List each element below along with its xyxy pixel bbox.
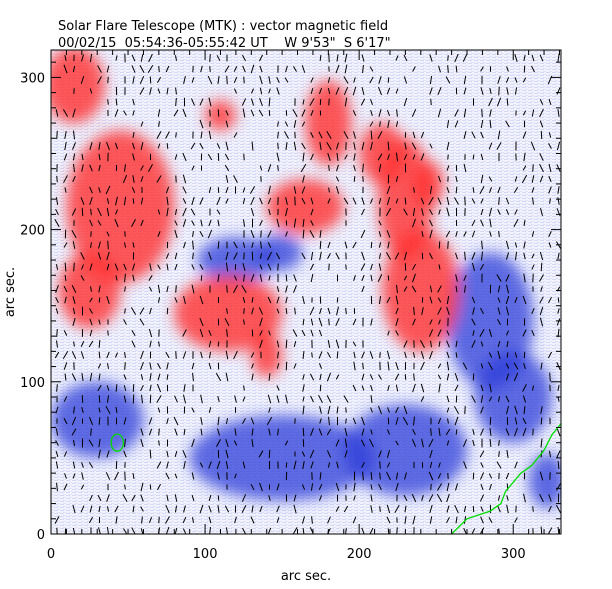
field-vector <box>388 77 389 82</box>
field-vector <box>380 352 381 358</box>
field-vector <box>210 110 211 117</box>
field-vector <box>108 77 109 83</box>
field-vector <box>414 373 415 380</box>
field-vector <box>74 263 75 272</box>
field-vector <box>125 362 126 370</box>
y-tick-label: 200 <box>20 224 45 239</box>
field-vector <box>176 132 177 137</box>
field-vector <box>431 428 432 436</box>
field-vector <box>507 352 508 357</box>
field-vector <box>320 241 321 249</box>
field-vector <box>456 187 457 194</box>
positive-polarity-region <box>359 123 405 184</box>
field-vector <box>99 297 100 302</box>
field-vector <box>82 208 83 216</box>
field-vector <box>550 373 551 382</box>
field-vector <box>380 461 381 468</box>
field-vector <box>541 418 542 425</box>
negative-polarity-region <box>256 234 302 271</box>
y-axis-label: arc sec. <box>3 267 18 317</box>
x-tick-label: 200 <box>347 547 372 562</box>
field-vector <box>99 417 100 425</box>
field-vector <box>456 429 457 434</box>
field-vector <box>329 165 330 171</box>
field-vector <box>99 395 100 402</box>
field-vector <box>57 329 58 337</box>
field-vector <box>312 352 313 357</box>
field-vector <box>286 340 287 349</box>
field-vector <box>150 484 151 489</box>
field-vector <box>533 506 534 512</box>
field-vector <box>499 529 500 534</box>
field-vector <box>541 263 542 271</box>
x-tick-label: 0 <box>47 547 55 562</box>
field-vector <box>380 506 381 512</box>
field-vector <box>371 242 372 248</box>
field-vector <box>448 65 449 73</box>
field-vector <box>244 308 245 314</box>
plot-area <box>43 47 565 535</box>
field-vector <box>448 154 449 159</box>
y-tick-label: 300 <box>20 71 45 86</box>
y-tick-label: 0 <box>37 528 45 543</box>
field-vector <box>320 385 321 391</box>
chart-title: Solar Flare Telescope (MTK) : vector mag… <box>58 19 388 34</box>
field-vector <box>261 230 262 237</box>
field-vector <box>278 165 279 171</box>
field-vector <box>388 528 389 533</box>
field-vector <box>278 263 279 270</box>
y-tick-label: 100 <box>20 376 45 391</box>
field-vector <box>159 66 160 72</box>
field-vector <box>57 131 58 139</box>
field-vector <box>431 99 432 105</box>
field-vector <box>303 428 304 436</box>
field-vector <box>99 340 100 348</box>
field-vector <box>108 330 109 335</box>
field-vector <box>354 176 355 182</box>
field-vector <box>448 241 449 249</box>
field-vector <box>499 451 500 457</box>
field-vector <box>499 197 500 205</box>
field-vector <box>125 308 126 313</box>
field-vector <box>176 285 177 292</box>
positive-polarity-region <box>59 252 121 328</box>
x-tick-label: 100 <box>193 547 218 562</box>
field-vector <box>329 99 330 106</box>
field-vector <box>269 450 270 458</box>
field-vector <box>499 231 500 237</box>
field-vector <box>176 98 177 106</box>
chart-subtitle: 00/02/15 05:54:36-05:55:42 UT W 9'53" S … <box>58 36 391 51</box>
field-vector <box>431 484 432 490</box>
field-vector <box>227 76 228 84</box>
field-vector <box>346 308 347 314</box>
field-vector <box>346 419 347 424</box>
field-vector <box>57 176 58 182</box>
field-vector <box>448 55 449 61</box>
field-vector <box>125 231 126 236</box>
field-vector <box>337 351 338 358</box>
field-vector <box>133 198 134 203</box>
field-vector <box>278 143 279 149</box>
field-vector <box>227 285 228 292</box>
field-vector <box>150 450 151 459</box>
field-vector <box>286 275 287 282</box>
x-tick-label: 300 <box>501 547 526 562</box>
x-axis-label: arc sec. <box>281 569 331 584</box>
field-vector <box>482 109 483 117</box>
field-vector <box>218 342 219 347</box>
positive-polarity-region <box>251 332 282 378</box>
field-vector <box>405 198 406 205</box>
field-vector <box>558 297 559 302</box>
field-vector <box>167 143 168 149</box>
field-vector <box>108 241 109 249</box>
field-vector <box>329 319 330 326</box>
negative-polarity-region <box>475 351 552 442</box>
field-vector <box>159 429 160 436</box>
